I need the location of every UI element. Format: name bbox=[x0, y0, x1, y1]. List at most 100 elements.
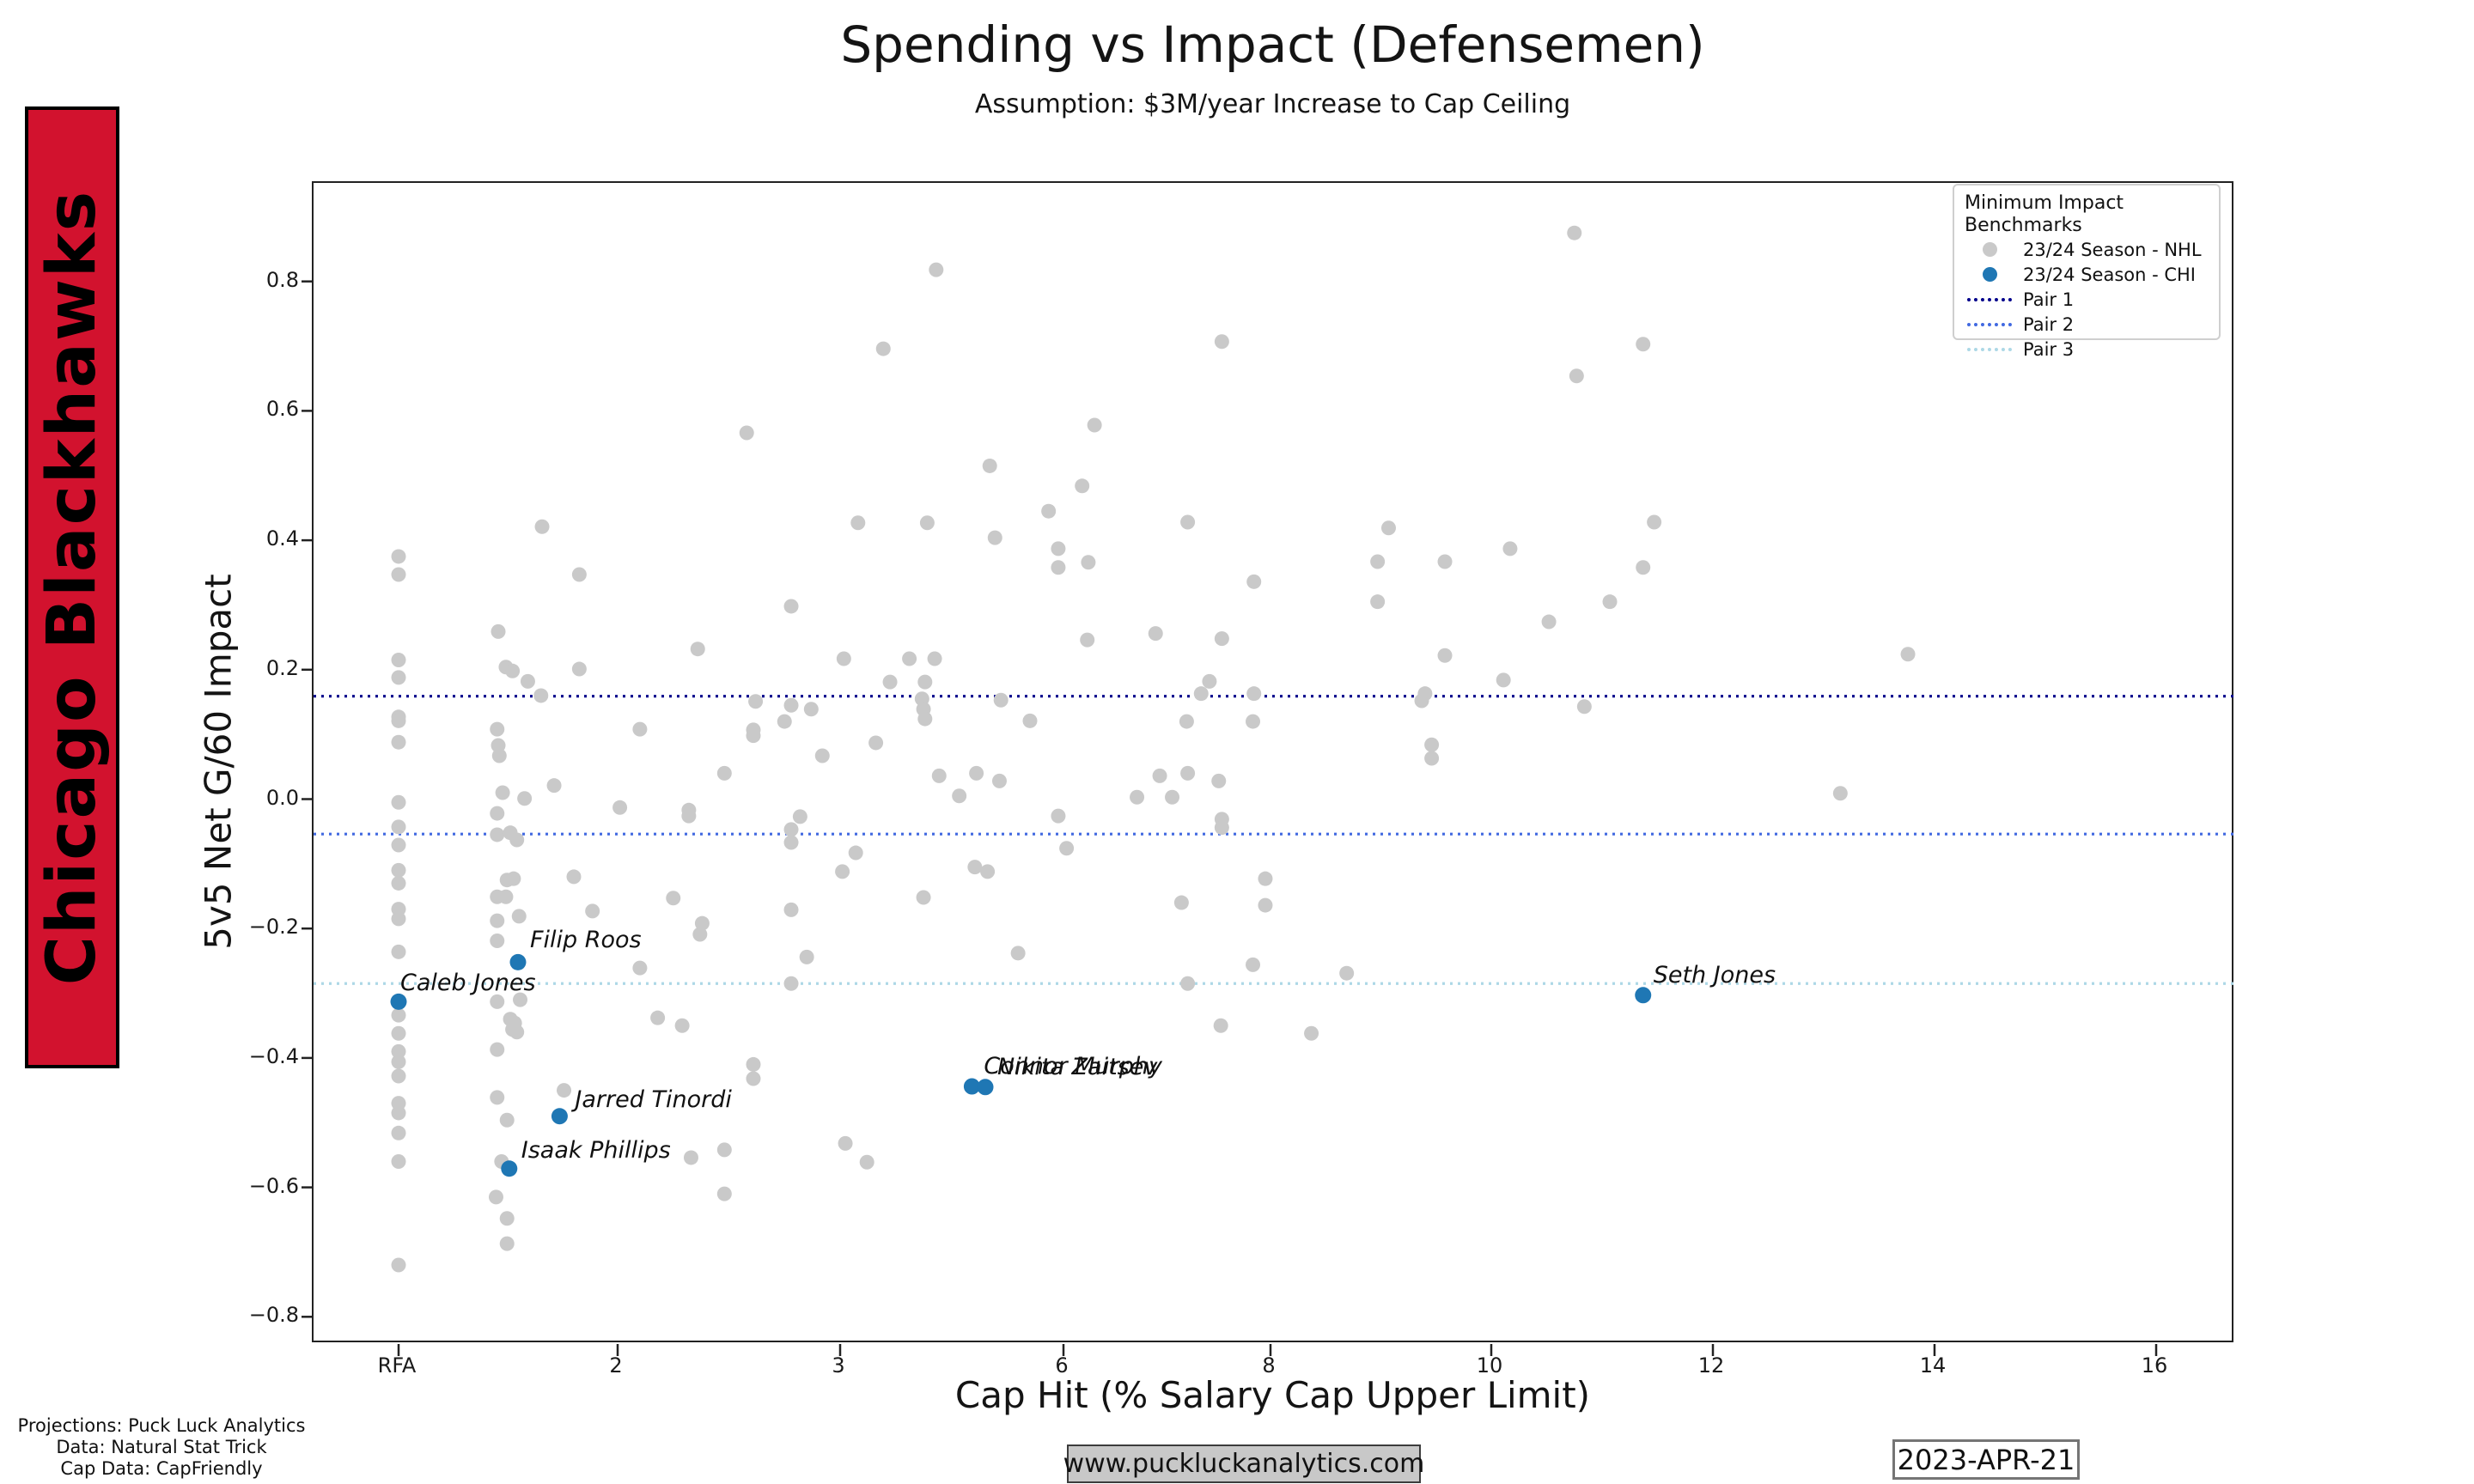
nhl-point bbox=[1424, 751, 1440, 766]
chi-point bbox=[390, 993, 407, 1010]
nhl-point bbox=[836, 651, 851, 666]
nhl-point bbox=[1202, 673, 1217, 689]
legend-dot-icon bbox=[1965, 267, 2014, 282]
nhl-point bbox=[391, 1257, 406, 1273]
nhl-point bbox=[498, 889, 514, 904]
nhl-point bbox=[1130, 789, 1145, 805]
nhl-point bbox=[391, 1105, 406, 1121]
nhl-point bbox=[1576, 699, 1592, 715]
nhl-point bbox=[391, 1153, 406, 1169]
legend-item-label: 23/24 Season - NHL bbox=[2023, 239, 2202, 260]
nhl-point bbox=[1424, 737, 1440, 752]
nhl-point bbox=[748, 694, 764, 709]
nhl-point bbox=[499, 873, 515, 888]
nhl-point bbox=[666, 891, 681, 906]
chart-subtitle: Assumption: $3M/year Increase to Cap Cei… bbox=[974, 89, 1571, 119]
y-tick-label: 0.2 bbox=[265, 655, 299, 680]
nhl-point bbox=[1502, 541, 1518, 556]
legend-item-label: Pair 2 bbox=[2023, 313, 2075, 335]
y-tick-label: −0.6 bbox=[248, 1173, 299, 1198]
nhl-point bbox=[967, 860, 983, 875]
nhl-point bbox=[533, 688, 549, 703]
x-tick-label: 12 bbox=[1697, 1353, 1725, 1378]
nhl-point bbox=[799, 949, 814, 964]
team-banner: Chicago Blackhawks bbox=[25, 106, 119, 1068]
nhl-point bbox=[391, 1025, 406, 1041]
nhl-point bbox=[1636, 337, 1651, 352]
nhl-point bbox=[777, 714, 792, 729]
nhl-point bbox=[1304, 1025, 1319, 1041]
nhl-point bbox=[650, 1010, 666, 1025]
credits-block: Projections: Puck Luck Analytics Data: Na… bbox=[7, 1415, 316, 1480]
nhl-point bbox=[1087, 417, 1102, 433]
chi-point bbox=[977, 1079, 994, 1096]
nhl-point bbox=[803, 702, 819, 717]
legend-dotted-line-icon bbox=[1965, 347, 2014, 351]
nhl-point bbox=[987, 530, 1002, 545]
nhl-point bbox=[1437, 648, 1453, 663]
nhl-point bbox=[491, 623, 506, 639]
nhl-point bbox=[546, 778, 562, 794]
nhl-point bbox=[513, 992, 528, 1007]
nhl-point bbox=[1214, 820, 1229, 836]
nhl-point bbox=[391, 794, 406, 810]
legend-item-pair-2: Pair 2 bbox=[1965, 312, 2210, 337]
nhl-point bbox=[1213, 1018, 1228, 1033]
nhl-point bbox=[1246, 574, 1262, 589]
y-tick-label: −0.2 bbox=[248, 915, 299, 940]
nhl-point bbox=[391, 1043, 406, 1059]
nhl-point bbox=[902, 651, 917, 666]
nhl-point bbox=[1211, 773, 1227, 788]
nhl-point bbox=[520, 673, 535, 689]
nhl-point bbox=[783, 835, 799, 850]
nhl-point bbox=[1010, 946, 1026, 961]
x-tick-label: 14 bbox=[1919, 1353, 1947, 1378]
nhl-point bbox=[499, 1211, 515, 1226]
legend-item-chi: 23/24 Season - CHI bbox=[1965, 262, 2210, 287]
nhl-point bbox=[391, 944, 406, 959]
nhl-point bbox=[1541, 614, 1557, 629]
nhl-point bbox=[783, 697, 799, 713]
nhl-point bbox=[716, 765, 732, 781]
nhl-point bbox=[1059, 841, 1075, 856]
nhl-point bbox=[850, 515, 866, 531]
nhl-point bbox=[517, 791, 533, 806]
nhl-point bbox=[391, 837, 406, 853]
nhl-point bbox=[391, 1068, 406, 1084]
nhl-point bbox=[571, 567, 587, 582]
player-label: Connor Murphy bbox=[984, 1053, 1162, 1080]
nhl-point bbox=[391, 875, 406, 891]
nhl-point bbox=[509, 832, 525, 848]
chi-point bbox=[551, 1108, 568, 1125]
y-axis-label: 5v5 Net G/60 Impact bbox=[197, 574, 240, 950]
credit-line: Cap Data: CapFriendly bbox=[60, 1458, 263, 1479]
y-tick-label: 0.8 bbox=[265, 267, 299, 292]
nhl-point bbox=[1051, 560, 1066, 575]
nhl-point bbox=[488, 1189, 503, 1205]
nhl-point bbox=[1193, 686, 1209, 702]
nhl-point bbox=[739, 425, 754, 441]
nhl-point bbox=[917, 674, 933, 690]
nhl-point bbox=[490, 721, 505, 737]
chi-point bbox=[509, 953, 527, 970]
nhl-point bbox=[916, 890, 931, 905]
nhl-point bbox=[490, 934, 505, 949]
nhl-point bbox=[1051, 808, 1066, 824]
nhl-point bbox=[1246, 957, 1261, 972]
nhl-point bbox=[490, 806, 505, 821]
nhl-point bbox=[838, 1135, 853, 1151]
nhl-point bbox=[1602, 594, 1618, 610]
nhl-point bbox=[681, 808, 697, 824]
nhl-point bbox=[716, 1186, 732, 1201]
nhl-point bbox=[1258, 871, 1273, 886]
player-label: Isaak Phillips bbox=[521, 1136, 671, 1164]
legend-item-pair-3: Pair 3 bbox=[1965, 337, 2210, 362]
nhl-point bbox=[391, 819, 406, 835]
nhl-point bbox=[848, 845, 863, 861]
plot-canvas bbox=[302, 225, 2235, 1356]
nhl-point bbox=[632, 721, 648, 737]
nhl-point bbox=[1258, 897, 1273, 913]
nhl-point bbox=[585, 903, 600, 919]
nhl-point bbox=[490, 994, 505, 1009]
nhl-point bbox=[952, 788, 967, 804]
